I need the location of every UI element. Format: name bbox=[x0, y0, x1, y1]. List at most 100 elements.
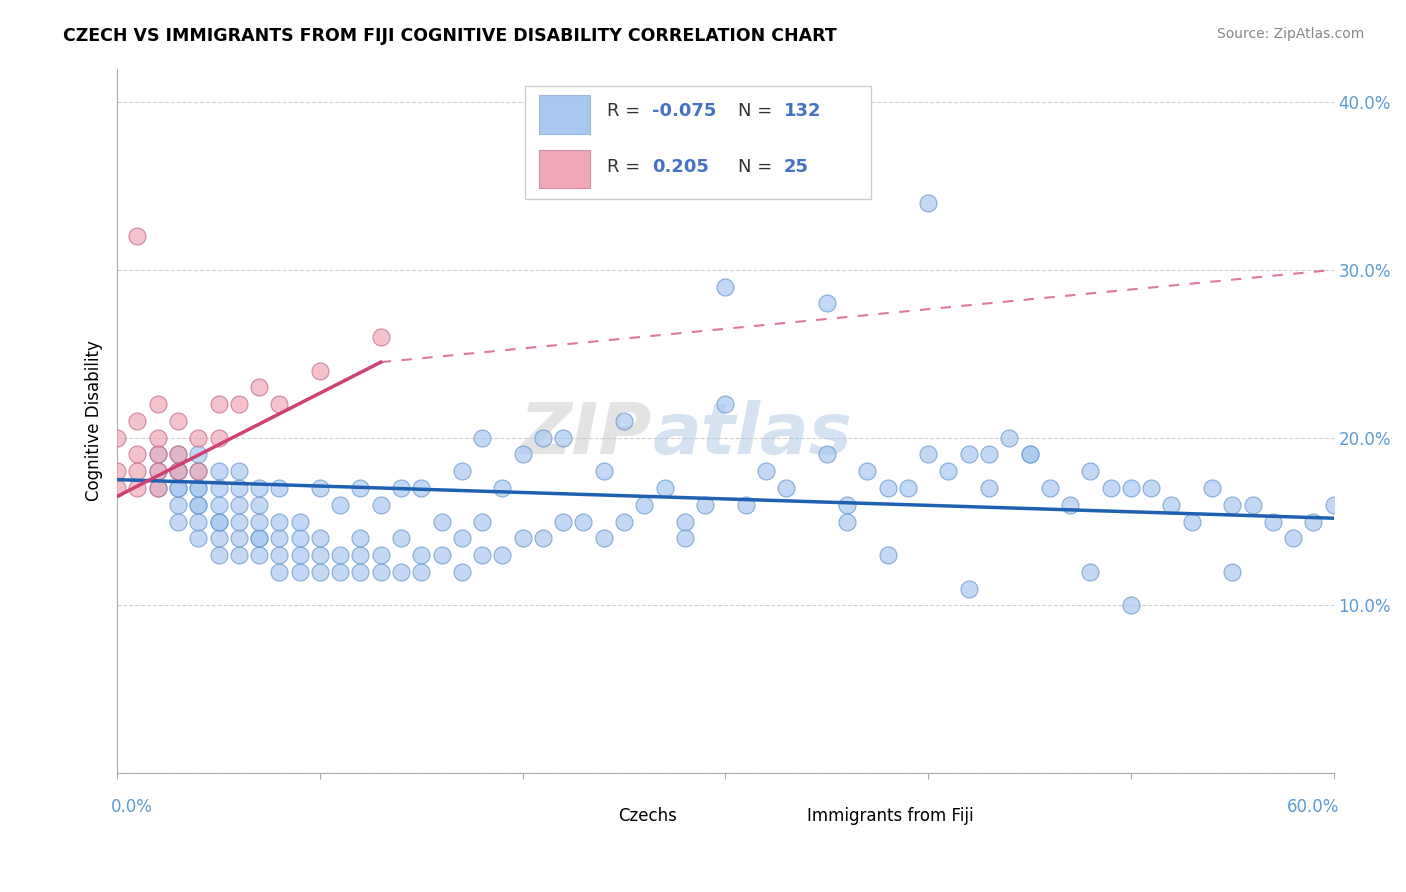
Point bbox=[1302, 515, 1324, 529]
Point bbox=[1261, 515, 1284, 529]
Text: 60.0%: 60.0% bbox=[1288, 798, 1340, 816]
Point bbox=[167, 481, 190, 495]
Point bbox=[1201, 481, 1223, 495]
Point bbox=[835, 498, 858, 512]
Point bbox=[187, 481, 209, 495]
Point bbox=[471, 548, 494, 562]
Point bbox=[450, 565, 472, 579]
Point bbox=[167, 464, 190, 478]
Point bbox=[856, 464, 879, 478]
Point bbox=[167, 464, 190, 478]
Point bbox=[876, 548, 898, 562]
Point bbox=[450, 532, 472, 546]
Point bbox=[491, 548, 513, 562]
Text: N =: N = bbox=[738, 102, 778, 120]
Point bbox=[1241, 498, 1264, 512]
Point bbox=[370, 548, 392, 562]
Text: atlas: atlas bbox=[652, 401, 852, 469]
Point bbox=[572, 515, 595, 529]
FancyBboxPatch shape bbox=[540, 95, 591, 134]
Point bbox=[1099, 481, 1122, 495]
Point bbox=[146, 481, 169, 495]
Point bbox=[531, 532, 554, 546]
Point bbox=[228, 532, 250, 546]
Point bbox=[673, 532, 696, 546]
Point bbox=[835, 515, 858, 529]
Point bbox=[389, 532, 412, 546]
Point bbox=[309, 548, 332, 562]
Point bbox=[247, 548, 270, 562]
Point bbox=[329, 498, 352, 512]
Text: CZECH VS IMMIGRANTS FROM FIJI COGNITIVE DISABILITY CORRELATION CHART: CZECH VS IMMIGRANTS FROM FIJI COGNITIVE … bbox=[63, 27, 837, 45]
Text: R =: R = bbox=[607, 158, 647, 177]
Point bbox=[734, 498, 756, 512]
Text: 25: 25 bbox=[783, 158, 808, 177]
Point bbox=[917, 447, 939, 461]
Text: 0.205: 0.205 bbox=[652, 158, 709, 177]
Point bbox=[815, 447, 838, 461]
Point bbox=[207, 515, 229, 529]
Point bbox=[977, 481, 1000, 495]
Point bbox=[309, 532, 332, 546]
Point bbox=[673, 515, 696, 529]
Point bbox=[1282, 532, 1305, 546]
Point bbox=[127, 464, 149, 478]
Point bbox=[187, 431, 209, 445]
Point bbox=[1220, 565, 1243, 579]
Point bbox=[1160, 498, 1182, 512]
Point bbox=[269, 565, 291, 579]
Point bbox=[187, 464, 209, 478]
Point bbox=[714, 397, 737, 411]
Point bbox=[695, 498, 717, 512]
Point bbox=[349, 532, 371, 546]
Point bbox=[1119, 599, 1142, 613]
Point bbox=[714, 279, 737, 293]
Point bbox=[471, 431, 494, 445]
Point bbox=[146, 397, 169, 411]
Point bbox=[309, 481, 332, 495]
Point bbox=[815, 296, 838, 310]
Point bbox=[309, 565, 332, 579]
Point bbox=[167, 447, 190, 461]
Point bbox=[207, 515, 229, 529]
Point bbox=[430, 515, 453, 529]
Point bbox=[309, 363, 332, 377]
Point bbox=[977, 447, 1000, 461]
Point bbox=[389, 481, 412, 495]
Point bbox=[349, 565, 371, 579]
Point bbox=[167, 515, 190, 529]
Point bbox=[1323, 498, 1346, 512]
Point bbox=[654, 481, 676, 495]
Point bbox=[349, 481, 371, 495]
Point bbox=[512, 532, 534, 546]
Point bbox=[553, 515, 575, 529]
Text: Immigrants from Fiji: Immigrants from Fiji bbox=[807, 806, 973, 824]
Point bbox=[329, 565, 352, 579]
Text: -0.075: -0.075 bbox=[652, 102, 717, 120]
Point bbox=[957, 582, 980, 596]
Text: N =: N = bbox=[738, 158, 778, 177]
Point bbox=[187, 498, 209, 512]
Point bbox=[633, 498, 655, 512]
Point bbox=[146, 481, 169, 495]
Point bbox=[411, 548, 433, 562]
Point bbox=[105, 431, 128, 445]
Point bbox=[167, 481, 190, 495]
Point bbox=[146, 447, 169, 461]
Point bbox=[1039, 481, 1062, 495]
Point bbox=[491, 481, 513, 495]
Point bbox=[207, 548, 229, 562]
Point bbox=[269, 397, 291, 411]
Text: Czechs: Czechs bbox=[619, 806, 678, 824]
FancyBboxPatch shape bbox=[524, 87, 872, 199]
Point bbox=[1059, 498, 1081, 512]
Point bbox=[167, 414, 190, 428]
Point bbox=[105, 481, 128, 495]
Point bbox=[228, 548, 250, 562]
Text: R =: R = bbox=[607, 102, 647, 120]
Point bbox=[167, 498, 190, 512]
Point bbox=[288, 548, 311, 562]
Point bbox=[127, 414, 149, 428]
Point bbox=[228, 515, 250, 529]
Point bbox=[207, 431, 229, 445]
